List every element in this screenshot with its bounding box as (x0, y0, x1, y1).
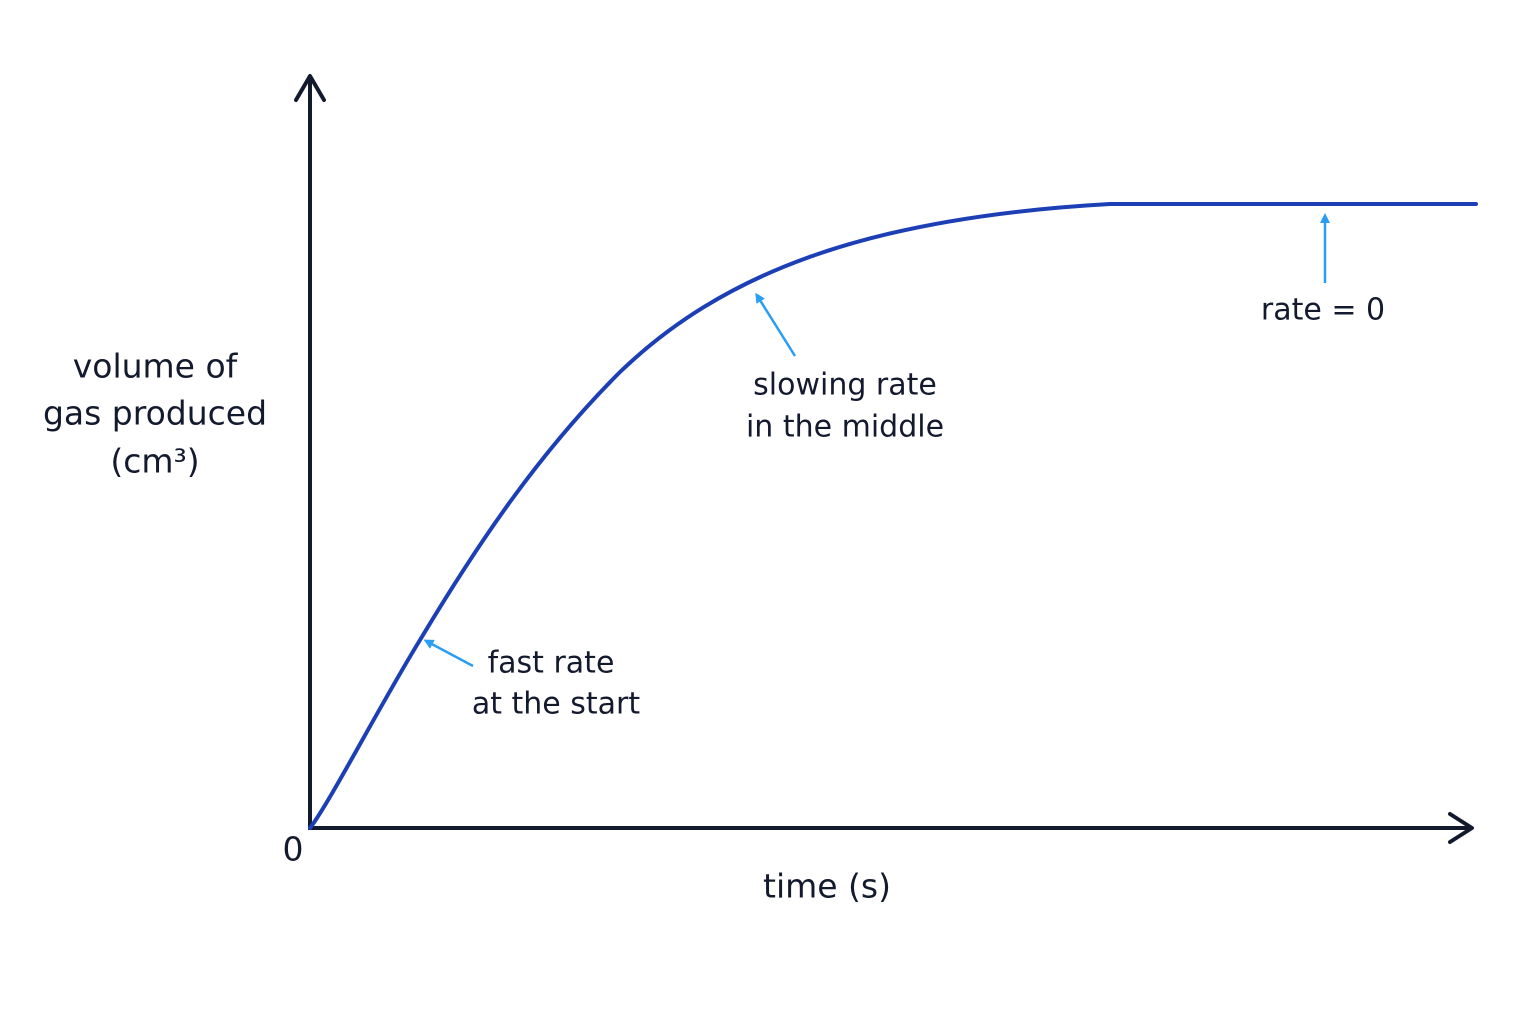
annotation-text: slowing rate (753, 368, 937, 403)
x-axis-label: time (s) (763, 867, 891, 906)
annotation-text: at the start (472, 687, 641, 722)
gas-volume-curve (308, 202, 1478, 830)
x-axis-arrow (1448, 812, 1474, 844)
annotation-text: in the middle (746, 410, 944, 445)
y-axis-label: (cm³) (110, 442, 199, 481)
y-axis-label: volume of (73, 347, 239, 386)
y-axis-label: gas produced (43, 394, 267, 433)
y-axis-arrow (294, 74, 326, 102)
annotation-arrow (755, 292, 797, 357)
annotation-arrow (423, 639, 474, 668)
annotation-text: fast rate (488, 646, 615, 681)
origin-label: 0 (283, 830, 304, 869)
annotation-text: rate = 0 (1261, 293, 1385, 328)
